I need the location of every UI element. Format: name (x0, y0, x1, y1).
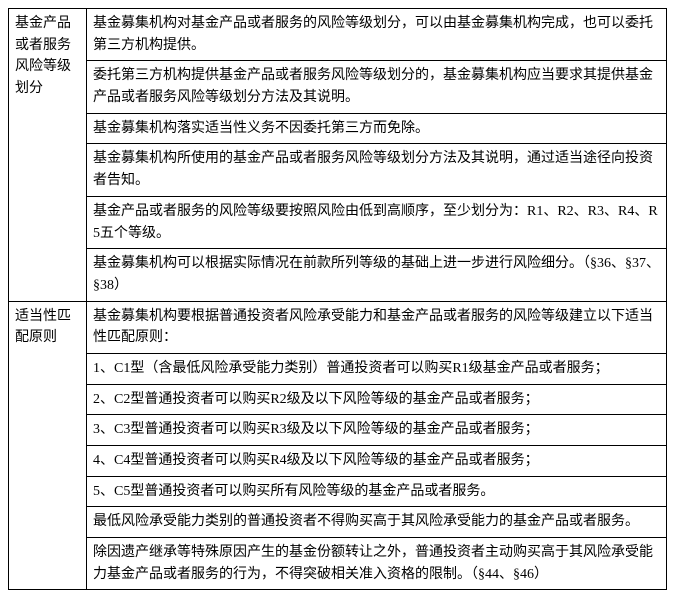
table-row: 适当性匹配原则 基金募集机构要根据普通投资者风险承受能力和基金产品或者服务的风险… (9, 301, 667, 353)
section-content: 基金募集机构所使用的基金产品或者服务风险等级划分方法及其说明，通过适当途径向投资… (87, 144, 667, 196)
table-row: 1、C1型（含最低风险承受能力类别）普通投资者可以购买R1级基金产品或者服务； (9, 353, 667, 384)
section-content: 委托第三方机构提供基金产品或者服务风险等级划分的，基金募集机构应当要求其提供基金… (87, 61, 667, 113)
section-content: 3、C3型普通投资者可以购买R3级及以下风险等级的基金产品或者服务； (87, 415, 667, 446)
section-label: 适当性匹配原则 (9, 301, 87, 590)
section-content: 1、C1型（含最低风险承受能力类别）普通投资者可以购买R1级基金产品或者服务； (87, 353, 667, 384)
table-row: 基金产品或者服务风险等级划分 基金募集机构对基金产品或者服务的风险等级划分，可以… (9, 9, 667, 61)
table-row: 基金产品或者服务的风险等级要按照风险由低到高顺序，至少划分为：R1、R2、R3、… (9, 196, 667, 248)
table-row: 2、C2型普通投资者可以购买R2级及以下风险等级的基金产品或者服务； (9, 384, 667, 415)
section-content: 基金募集机构落实适当性义务不因委托第三方而免除。 (87, 113, 667, 144)
table-row: 基金募集机构落实适当性义务不因委托第三方而免除。 (9, 113, 667, 144)
regulation-table: 基金产品或者服务风险等级划分 基金募集机构对基金产品或者服务的风险等级划分，可以… (8, 8, 667, 590)
table-row: 5、C5型普通投资者可以购买所有风险等级的基金产品或者服务。 (9, 476, 667, 507)
section-label: 基金产品或者服务风险等级划分 (9, 9, 87, 302)
table-row: 基金募集机构可以根据实际情况在前款所列等级的基础上进一步进行风险细分。（§36、… (9, 249, 667, 301)
section-content: 除因遗产继承等特殊原因产生的基金份额转让之外，普通投资者主动购买高于其风险承受能… (87, 538, 667, 590)
section-content: 基金募集机构要根据普通投资者风险承受能力和基金产品或者服务的风险等级建立以下适当… (87, 301, 667, 353)
section-content: 基金募集机构对基金产品或者服务的风险等级划分，可以由基金募集机构完成，也可以委托… (87, 9, 667, 61)
table-row: 基金募集机构所使用的基金产品或者服务风险等级划分方法及其说明，通过适当途径向投资… (9, 144, 667, 196)
table-row: 除因遗产继承等特殊原因产生的基金份额转让之外，普通投资者主动购买高于其风险承受能… (9, 538, 667, 590)
section-content: 最低风险承受能力类别的普通投资者不得购买高于其风险承受能力的基金产品或者服务。 (87, 507, 667, 538)
section-content: 5、C5型普通投资者可以购买所有风险等级的基金产品或者服务。 (87, 476, 667, 507)
section-content: 4、C4型普通投资者可以购买R4级及以下风险等级的基金产品或者服务； (87, 446, 667, 477)
section-content: 基金募集机构可以根据实际情况在前款所列等级的基础上进一步进行风险细分。（§36、… (87, 249, 667, 301)
table-row: 4、C4型普通投资者可以购买R4级及以下风险等级的基金产品或者服务； (9, 446, 667, 477)
section-content: 2、C2型普通投资者可以购买R2级及以下风险等级的基金产品或者服务； (87, 384, 667, 415)
table-row: 最低风险承受能力类别的普通投资者不得购买高于其风险承受能力的基金产品或者服务。 (9, 507, 667, 538)
section-content: 基金产品或者服务的风险等级要按照风险由低到高顺序，至少划分为：R1、R2、R3、… (87, 196, 667, 248)
table-row: 委托第三方机构提供基金产品或者服务风险等级划分的，基金募集机构应当要求其提供基金… (9, 61, 667, 113)
table-row: 3、C3型普通投资者可以购买R3级及以下风险等级的基金产品或者服务； (9, 415, 667, 446)
